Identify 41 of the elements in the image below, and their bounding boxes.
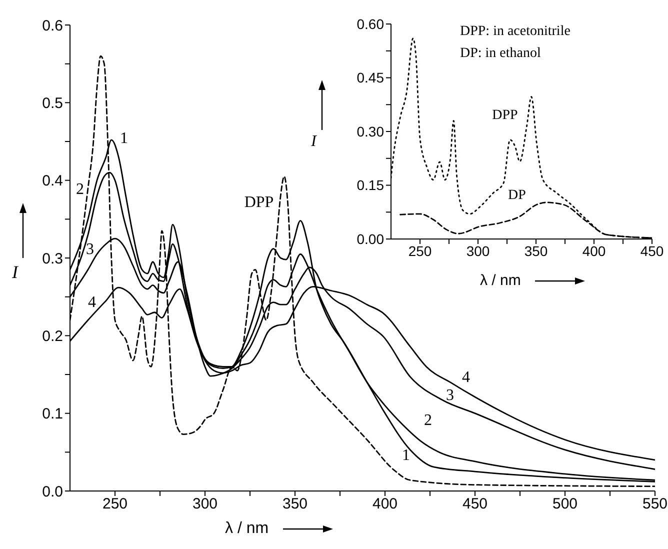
annotation: DPP [491, 108, 519, 123]
y-axis-title: I [311, 133, 316, 151]
y-tick-label: 0.3 [42, 250, 63, 268]
x-tick-label: 500 [552, 496, 578, 513]
y-tick-label: 0.45 [356, 70, 384, 86]
annotation: 3 [445, 387, 455, 404]
x-tick-label: 350 [282, 496, 308, 513]
annotation: DPP: in acetonitrile [459, 24, 572, 39]
y-tick-label: 0.00 [356, 230, 384, 247]
y-tick-label: 0.0 [42, 483, 63, 500]
annotation: DP: in ethanol [459, 46, 542, 61]
y-tick-label: 0.5 [42, 94, 63, 112]
annotation: 2 [75, 181, 85, 198]
x-tick-label: 250 [408, 242, 432, 259]
x-axis-title: λ / nm [225, 520, 269, 537]
annotation: DPP [243, 194, 275, 211]
y-tick-label: 0.4 [42, 172, 63, 190]
x-tick-label: 300 [192, 496, 218, 513]
y-tick-label: 0.60 [356, 16, 384, 32]
x-tick-label: 400 [582, 242, 606, 259]
annotation: 4 [87, 294, 97, 311]
y-axis-title: I [12, 262, 18, 283]
annotation: 2 [423, 412, 433, 429]
y-tick-label: 0.6 [42, 17, 63, 34]
annotation: 4 [461, 369, 471, 386]
x-tick-label: 250 [102, 496, 128, 513]
x-tick-label: 550 [642, 496, 668, 513]
y-tick-label: 0.2 [42, 328, 63, 345]
y-tick-label: 0.15 [356, 177, 384, 194]
x-tick-label: 300 [466, 242, 490, 259]
x-tick-label: 400 [372, 496, 398, 513]
x-tick-label: 350 [524, 242, 548, 259]
x-tick-label: 450 [640, 242, 664, 259]
annotation: 1 [119, 130, 129, 147]
y-tick-label: 0.30 [356, 123, 384, 140]
annotation: 1 [401, 447, 411, 464]
x-axis-title: λ / nm [480, 272, 521, 289]
annotation: DP [507, 188, 527, 203]
x-tick-label: 450 [462, 496, 488, 513]
annotation: 3 [85, 241, 95, 258]
y-tick-label: 0.1 [42, 406, 63, 423]
